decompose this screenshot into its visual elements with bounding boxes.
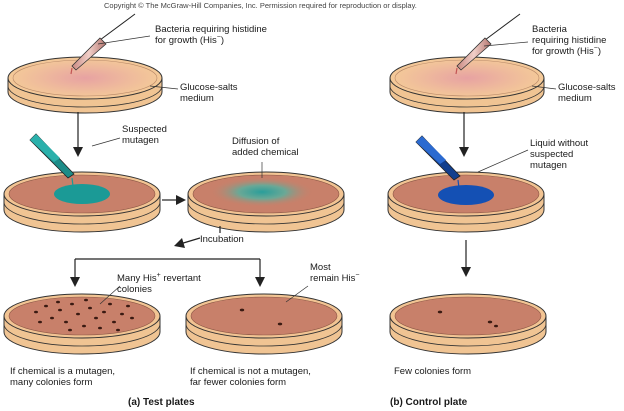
control-result-label: Few colonies form (394, 366, 472, 377)
control-leader-medium (531, 85, 557, 90)
control-arrow-down-2 (461, 240, 471, 277)
arrow-right (162, 195, 186, 205)
many-revertant-label: Many His+ revertant colonies (117, 271, 201, 295)
control-plate-few-colonies (389, 293, 547, 355)
result-mutagen-label: If chemical is a mutagen, many colonies f… (10, 366, 116, 388)
control-liquid-label: Liquid without suspected mutagen (530, 138, 589, 171)
test-plate-many-colonies (3, 293, 161, 355)
test-plates-caption: (a) Test plates (128, 397, 195, 408)
colony (102, 310, 106, 314)
colony (239, 308, 245, 312)
test-plate-mutagen (3, 171, 161, 233)
many-colonies (34, 298, 134, 332)
colony (50, 316, 54, 320)
incubation-branch (70, 226, 265, 287)
control-plate-liquid (387, 171, 545, 233)
colony (44, 304, 48, 308)
colony (76, 312, 80, 316)
arrow-down-1 (73, 112, 83, 157)
test-medium-label: Glucose-salts medium (180, 82, 238, 104)
colony (437, 310, 443, 314)
colony (34, 310, 38, 314)
colony (68, 328, 72, 332)
control-bacteria-label: Bacteria requiring histidine for growth (H… (532, 24, 607, 57)
control-plate-bacteria (389, 56, 545, 114)
test-plate-bacteria (7, 56, 163, 114)
colony (70, 302, 74, 306)
colony (58, 308, 62, 312)
leader-many (99, 285, 121, 305)
control-leader-liquid (477, 149, 529, 173)
suspected-mutagen-label: Suspected mutagen (122, 124, 167, 146)
colony (108, 302, 112, 306)
result-not-mutagen-label: If chemical is not a mutagen, far fewer c… (190, 366, 311, 388)
control-pipette-bacteria (455, 13, 521, 75)
copyright-notice: Copyright © The McGraw-Hill Companies, I… (104, 1, 417, 10)
colony (116, 328, 120, 332)
most-remain-label: Most remain His− (310, 262, 360, 284)
colony (38, 320, 42, 324)
colony (84, 298, 88, 302)
colony (64, 320, 68, 324)
colony (56, 300, 60, 304)
colony (112, 320, 116, 324)
colony (126, 304, 130, 308)
control-plate-caption: (b) Control plate (390, 397, 468, 408)
colony (130, 316, 134, 320)
test-plate-diffusion (187, 171, 345, 233)
colony (120, 312, 124, 316)
colony (277, 322, 283, 326)
colony (494, 324, 498, 328)
test-pipette-bacteria (70, 13, 136, 75)
incubation-label: Incubation (200, 234, 244, 245)
colony (88, 306, 92, 310)
diffusion-label: Diffusion of added chemical (232, 136, 299, 158)
control-pipette-liquid (415, 135, 461, 189)
test-pipette-mutagen (29, 133, 75, 187)
leader-mutagen (91, 137, 121, 147)
control-leader-bacteria (483, 41, 529, 47)
leader-most (285, 285, 309, 303)
control-medium-label: Glucose-salts medium (558, 82, 616, 104)
colony (98, 326, 102, 330)
leader-medium (149, 85, 179, 90)
colony (487, 320, 493, 324)
colony (82, 324, 86, 328)
leader-bacteria (97, 35, 151, 45)
test-plate-few-colonies (185, 293, 343, 355)
control-arrow-down-1 (459, 112, 469, 157)
test-bacteria-label: Bacteria requiring histidine for growth (… (155, 24, 267, 46)
colony (94, 316, 98, 320)
